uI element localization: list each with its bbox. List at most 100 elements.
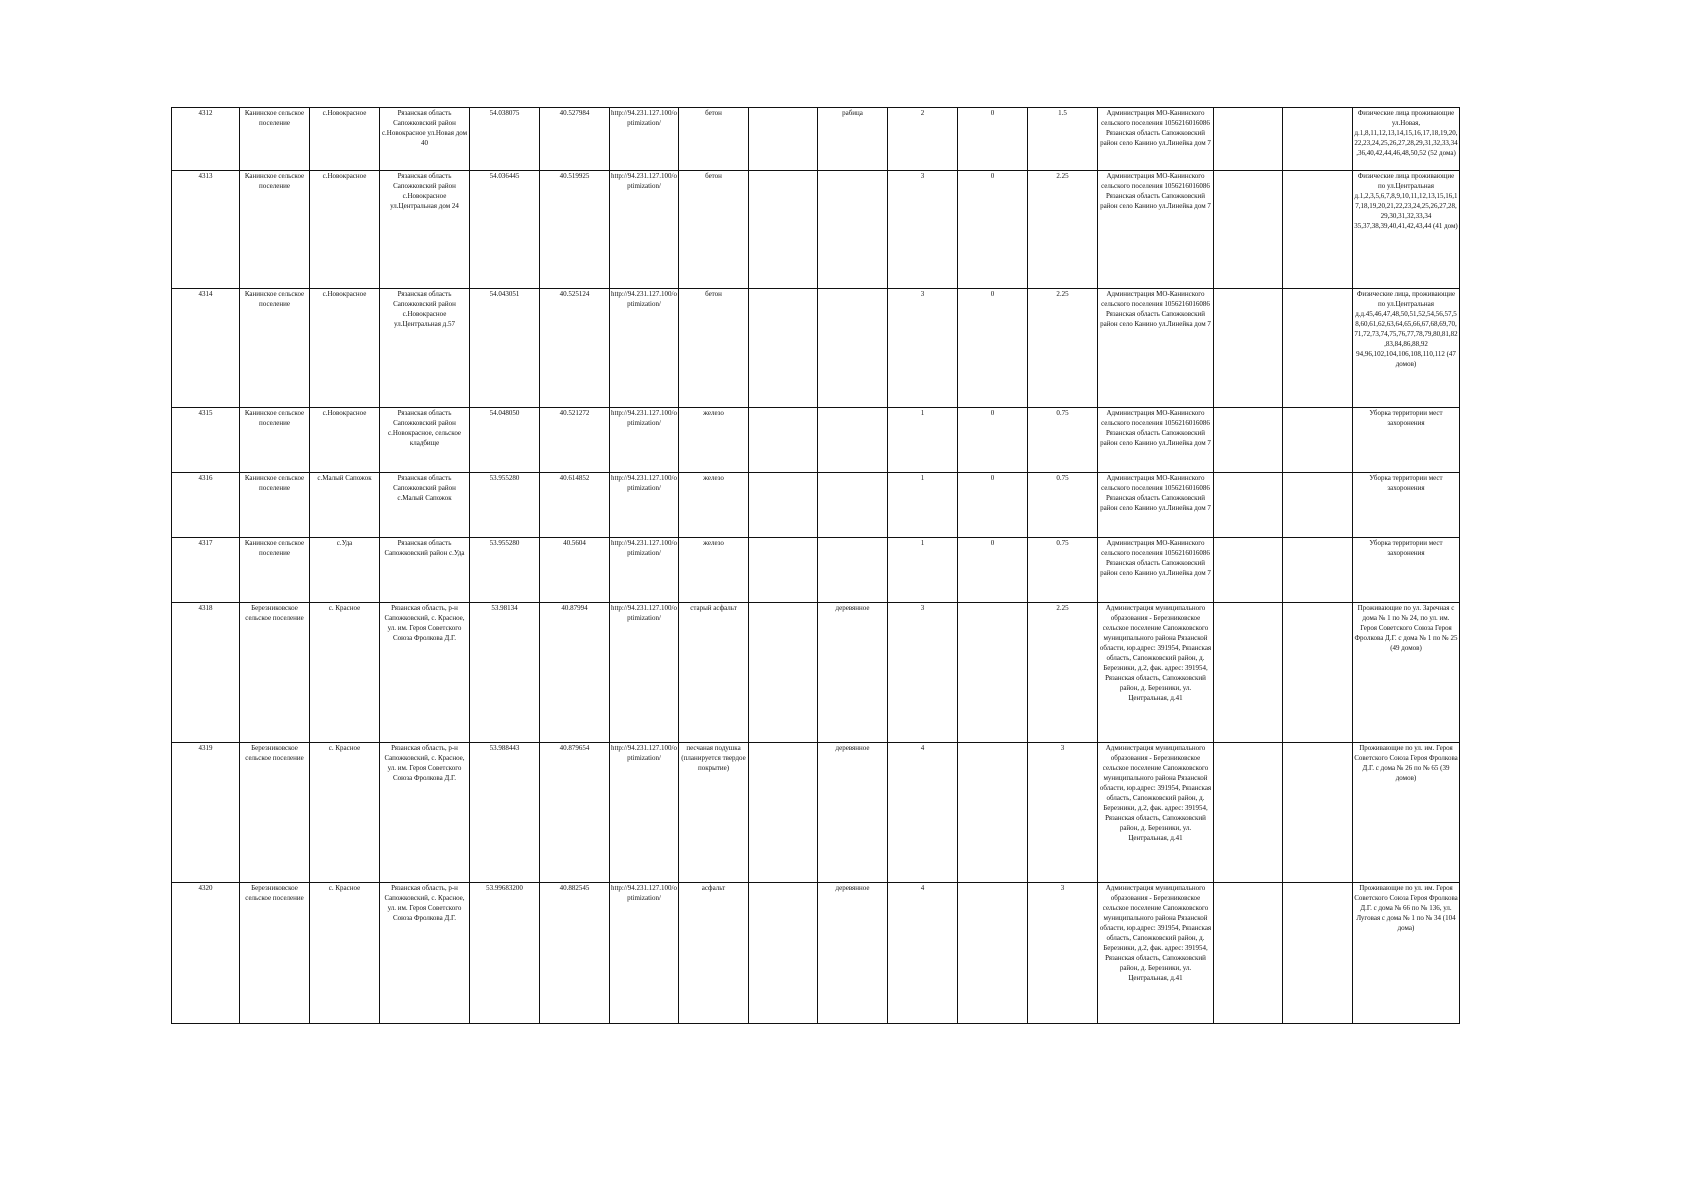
cell-locality: с.Новокрасное — [309, 107, 380, 171]
cell-settlement: Канинское сельское поселение — [239, 170, 310, 289]
cell-volume: 2.25 — [1027, 288, 1098, 408]
cell-map-link: http://94.231.127.100/optimization/ — [609, 288, 679, 408]
cell-cell-empty — [1282, 602, 1353, 743]
cell-served-residents: Уборка территории мест захоронения — [1352, 472, 1460, 538]
cell-record-id: 4313 — [171, 170, 240, 289]
cell-address: Рязанская область Сапожковский район с.М… — [379, 472, 470, 538]
cell-count-zero: 0 — [957, 472, 1028, 538]
cell-cell-empty — [1213, 472, 1283, 538]
cell-owner: Администрация МО-Канинского сельского по… — [1097, 537, 1214, 603]
cell-record-id: 4317 — [171, 537, 240, 603]
cell-volume: 3 — [1027, 742, 1098, 883]
cell-longitude: 40.521272 — [539, 407, 610, 473]
cell-count-zero: 0 — [957, 407, 1028, 473]
cell-cell-empty — [748, 407, 818, 473]
cell-served-residents: Проживающие по ул. Заречная с дома № 1 п… — [1352, 602, 1460, 743]
cell-cell-empty — [1213, 170, 1283, 289]
cell-record-id: 4315 — [171, 407, 240, 473]
cell-surface: бетон — [678, 288, 749, 408]
cell-surface: песчаная подушка (планируется твердое по… — [678, 742, 749, 883]
cell-volume: 2.25 — [1027, 170, 1098, 289]
cell-count-zero — [957, 742, 1028, 883]
cell-cell-empty — [1213, 288, 1283, 408]
cell-longitude: 40.879654 — [539, 742, 610, 883]
cell-fence: рабица — [817, 107, 888, 171]
cell-cell-empty — [1282, 288, 1353, 408]
cell-longitude: 40.525124 — [539, 288, 610, 408]
cell-latitude: 53.99683200 — [469, 882, 540, 1024]
cell-owner: Администрация МО-Канинского сельского по… — [1097, 288, 1214, 408]
cell-settlement: Канинское сельское поселение — [239, 407, 310, 473]
cell-container-count: 3 — [887, 170, 958, 289]
cell-record-id: 4316 — [171, 472, 240, 538]
cell-owner: Администрация муниципального образования… — [1097, 882, 1214, 1024]
cell-owner: Администрация МО-Канинского сельского по… — [1097, 472, 1214, 538]
cell-locality: с.Новокрасное — [309, 288, 380, 408]
cell-longitude: 40.614852 — [539, 472, 610, 538]
table-row: 4318 Березниковское сельское поселение с. … — [171, 602, 1460, 743]
cell-count-zero: 0 — [957, 107, 1028, 171]
table-row: 4320 Березниковское сельское поселение с. … — [171, 882, 1460, 1024]
cell-cell-empty — [748, 537, 818, 603]
cell-locality: с.Новокрасное — [309, 170, 380, 289]
cell-map-link: http://94.231.127.100/optimization/ — [609, 170, 679, 289]
cell-fence — [817, 170, 888, 289]
cell-cell-empty — [748, 170, 818, 289]
cell-address: Рязанская область Сапожковский район с.Н… — [379, 107, 470, 171]
cell-served-residents: Проживающие по ул. им. Героя Советского … — [1352, 882, 1460, 1024]
cell-latitude: 53.988443 — [469, 742, 540, 883]
cell-surface: асфальт — [678, 882, 749, 1024]
cell-container-count: 3 — [887, 288, 958, 408]
cell-owner: Администрация муниципального образования… — [1097, 742, 1214, 883]
cell-served-residents: Уборка территории мест захоронения — [1352, 537, 1460, 603]
cell-volume: 2.25 — [1027, 602, 1098, 743]
table-row: 4316 Канинское сельское поселение с.Малый … — [171, 472, 1460, 538]
table-row: 4313 Канинское сельское поселение с.Новокр… — [171, 170, 1460, 289]
cell-container-count: 4 — [887, 882, 958, 1024]
cell-latitude: 54.048050 — [469, 407, 540, 473]
cell-surface: старый асфальт — [678, 602, 749, 743]
cell-cell-empty — [748, 602, 818, 743]
cell-cell-empty — [1213, 742, 1283, 883]
cell-address: Рязанская область Сапожковский район с.Н… — [379, 170, 470, 289]
cell-settlement: Канинское сельское поселение — [239, 107, 310, 171]
cell-surface: бетон — [678, 107, 749, 171]
cell-settlement: Березниковское сельское поселение — [239, 602, 310, 743]
cell-fence — [817, 407, 888, 473]
cell-map-link: http://94.231.127.100/optimization/ — [609, 537, 679, 603]
cell-address: Рязанская область Сапожковский район с.Н… — [379, 407, 470, 473]
cell-count-zero: 0 — [957, 170, 1028, 289]
cell-cell-empty — [1282, 537, 1353, 603]
cell-owner: Администрация МО-Канинского сельского по… — [1097, 407, 1214, 473]
cell-cell-empty — [1282, 882, 1353, 1024]
cell-container-count: 1 — [887, 472, 958, 538]
cell-fence: деревянное — [817, 882, 888, 1024]
cell-container-count: 3 — [887, 602, 958, 743]
cell-locality: с. Красное — [309, 742, 380, 883]
cell-map-link: http://94.231.127.100/optimization/ — [609, 107, 679, 171]
cell-count-zero: 0 — [957, 288, 1028, 408]
cell-cell-empty — [748, 742, 818, 883]
cell-cell-empty — [748, 288, 818, 408]
table-row: 4315 Канинское сельское поселение с.Новокр… — [171, 407, 1460, 473]
cell-latitude: 54.043051 — [469, 288, 540, 408]
cell-cell-empty — [748, 472, 818, 538]
cell-latitude: 54.036445 — [469, 170, 540, 289]
cell-record-id: 4319 — [171, 742, 240, 883]
cell-settlement: Березниковское сельское поселение — [239, 882, 310, 1024]
cell-record-id: 4320 — [171, 882, 240, 1024]
cell-record-id: 4314 — [171, 288, 240, 408]
cell-count-zero: 0 — [957, 537, 1028, 603]
cell-served-residents: Физические лица проживающие ул.Новая, д.… — [1352, 107, 1460, 171]
cell-latitude: 53.955280 — [469, 537, 540, 603]
cell-fence — [817, 537, 888, 603]
cell-surface: бетон — [678, 170, 749, 289]
cell-map-link: http://94.231.127.100/optimization/ — [609, 742, 679, 883]
cell-fence — [817, 288, 888, 408]
cell-address: Рязанская область, р-н Сапожковский, с. … — [379, 602, 470, 743]
cell-cell-empty — [1282, 742, 1353, 883]
cell-map-link: http://94.231.127.100/optimization/ — [609, 602, 679, 743]
cell-volume: 3 — [1027, 882, 1098, 1024]
cell-latitude: 54.038075 — [469, 107, 540, 171]
cell-cell-empty — [1282, 407, 1353, 473]
